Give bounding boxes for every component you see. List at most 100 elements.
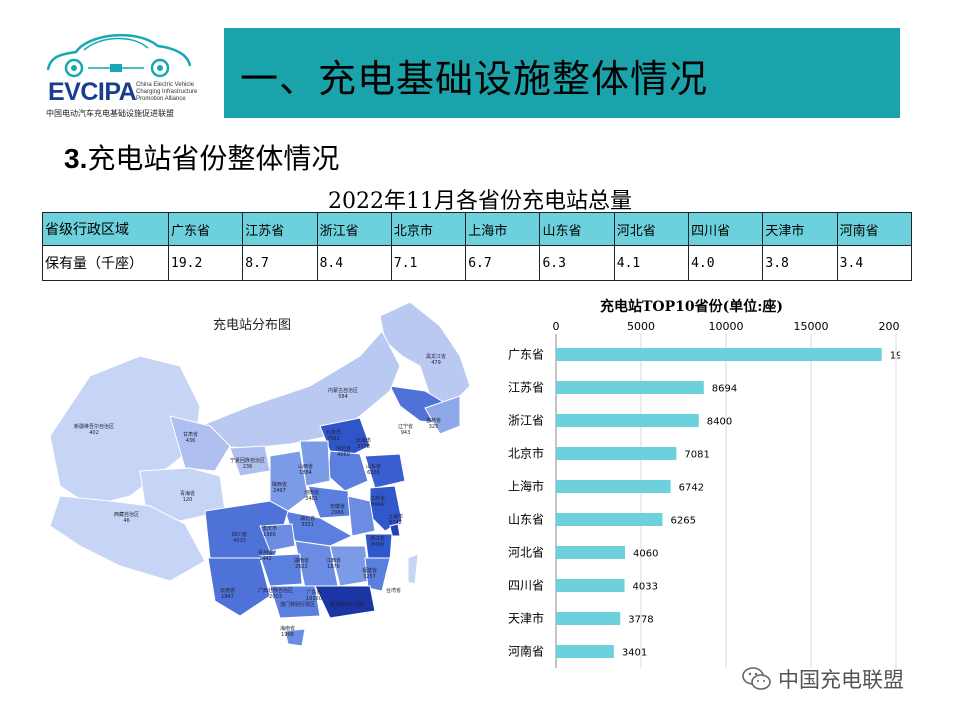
- map-label: 上海市 6742: [388, 514, 404, 526]
- top10-bar-chart: 0 5000 10000 15000 20000 广东省 19160 江苏省 8694 浙江省 84…: [508, 320, 901, 668]
- map-label: 西藏自治区 46: [114, 512, 140, 524]
- value-cell: 8.7: [242, 245, 318, 281]
- map-title: 充电站分布图: [213, 318, 292, 333]
- map-label: 澳门特别行政区: [280, 602, 316, 608]
- value-cell: 4.0: [688, 245, 764, 281]
- data-label: 19160: [890, 351, 900, 362]
- map-label: 浙江省 8400: [370, 536, 386, 548]
- x-tick-label: 15000: [794, 320, 829, 333]
- china-map: 充电站分布图 黑龙江省 479 吉林省 325 辽宁省 943 内蒙古自治区 584 新…: [30, 296, 500, 676]
- province-cell: 山东省: [539, 212, 615, 246]
- car-outline-icon: [46, 33, 192, 78]
- map-label: 吉林省 325: [426, 418, 442, 430]
- bar: [556, 480, 671, 493]
- map-label: 内蒙古自治区 584: [328, 388, 359, 400]
- data-label: 3401: [622, 648, 647, 659]
- x-tick-label: 0: [553, 320, 560, 333]
- bar: [556, 612, 621, 625]
- bar: [556, 645, 614, 658]
- map-label: 云南省 1847: [220, 588, 236, 600]
- map-label: 贵州省 1442: [258, 550, 274, 562]
- wechat-icon: [742, 667, 771, 690]
- bar: [556, 381, 704, 394]
- map-label: 天津市 3778: [356, 438, 372, 450]
- map-label: 河南省 3401: [304, 490, 320, 502]
- province-cell: 河南省: [836, 212, 913, 246]
- data-label: 3778: [628, 615, 653, 626]
- value-cell: 19.2: [167, 245, 244, 281]
- map-label: 福建省 3257: [362, 568, 378, 580]
- map-label: 重庆市 1866: [262, 526, 278, 538]
- bar: [556, 513, 663, 526]
- page-title: 一、充电基础设施整体情况: [240, 57, 709, 101]
- category-label: 四川省: [508, 579, 544, 593]
- category-label: 山东省: [508, 513, 544, 527]
- bar: [556, 348, 882, 361]
- category-label: 浙江省: [508, 414, 544, 428]
- watermark: 中国充电联盟: [742, 664, 904, 694]
- category-label: 江苏省: [508, 381, 544, 395]
- map-label: 青海省 120: [180, 491, 196, 503]
- value-cell: 4.1: [613, 245, 690, 281]
- province-cell: 天津市: [762, 212, 838, 246]
- map-label: 山东省 6265: [366, 464, 382, 476]
- map-label: 黑龙江省 479: [426, 354, 447, 366]
- table-title: 2022年11月各省份充电站总量: [328, 189, 632, 214]
- chart-title: 充电站TOP10省份(单位:座): [600, 299, 784, 315]
- section-title-text: 充电站省份整体情况: [87, 142, 340, 175]
- watermark-text: 中国充电联盟: [778, 668, 904, 692]
- value-header-cell: 保有量（千座）: [42, 245, 169, 281]
- row-header-cell: 省级行政区域: [42, 212, 169, 246]
- province-cell: 江苏省: [242, 212, 318, 246]
- map-label: 香港特别行政区: [330, 602, 366, 608]
- category-label: 天津市: [508, 611, 544, 626]
- category-label: 河南省: [508, 644, 544, 659]
- data-label: 6265: [671, 516, 696, 527]
- data-label: 4060: [633, 549, 658, 560]
- map-label: 四川省 4033: [232, 532, 248, 544]
- map-label: 新疆维吾尔自治区 402: [74, 424, 115, 436]
- bar: [556, 579, 625, 592]
- province-cell: 河北省: [613, 212, 690, 246]
- value-cell: 6.3: [539, 245, 615, 281]
- province-cell: 四川省: [688, 212, 764, 246]
- data-label: 7081: [684, 450, 709, 461]
- category-label: 上海市: [508, 479, 544, 494]
- bar: [556, 546, 626, 559]
- bar: [556, 414, 699, 427]
- table-header-row: 省级行政区域 广东省 江苏省 浙江省 北京市 上海市 山东省 河北省 四川省 天…: [42, 212, 913, 246]
- map-label: 湖南省 2622: [294, 558, 310, 570]
- category-label: 广东省: [508, 348, 544, 362]
- map-label: 安徽省 2966: [330, 504, 346, 516]
- map-label: 河北省 4060: [336, 446, 352, 458]
- bar: [556, 447, 677, 460]
- province-cell: 广东省: [167, 212, 244, 246]
- evcipa-logo: EVCIPA China Electric Vehicle Charging I…: [40, 22, 200, 122]
- province-cell: 浙江省: [316, 212, 392, 246]
- table-value-row: 保有量（千座） 19.2 8.7 8.4 7.1 6.7 6.3 4.1 4.0…: [42, 245, 913, 281]
- map-label: 台湾省: [386, 588, 402, 594]
- logo-wordmark: EVCIPA: [48, 78, 137, 106]
- map-label: 山西省 1884: [298, 464, 314, 476]
- header-bar: [224, 28, 900, 118]
- map-label: 广西壮族自治区 2003: [258, 588, 294, 600]
- map-label: 湖北省 3321: [300, 516, 316, 528]
- x-tick-label: 20000: [879, 320, 901, 333]
- x-tick-label: 5000: [627, 320, 655, 333]
- x-tick-label: 10000: [709, 320, 744, 333]
- map-label: 陕西省 2497: [272, 482, 288, 494]
- data-label: 4033: [633, 582, 658, 593]
- value-cell: 8.4: [316, 245, 392, 281]
- map-label: 北京市 7081: [326, 430, 342, 442]
- map-label: 甘肃省 436: [183, 432, 199, 444]
- map-label: 辽宁省 943: [398, 424, 414, 436]
- value-cell: 6.7: [465, 245, 541, 281]
- category-label: 北京市: [508, 446, 544, 461]
- category-label: 河北省: [508, 546, 544, 560]
- map-label: 海南省 1998: [280, 626, 296, 638]
- logo-chinese-name: 中国电动汽车充电基础设施促进联盟: [46, 109, 174, 118]
- map-label: 江西省 1876: [326, 558, 342, 570]
- value-cell: 3.8: [762, 245, 838, 281]
- value-cell: 3.4: [836, 245, 913, 281]
- china-map-shape: [49, 301, 471, 647]
